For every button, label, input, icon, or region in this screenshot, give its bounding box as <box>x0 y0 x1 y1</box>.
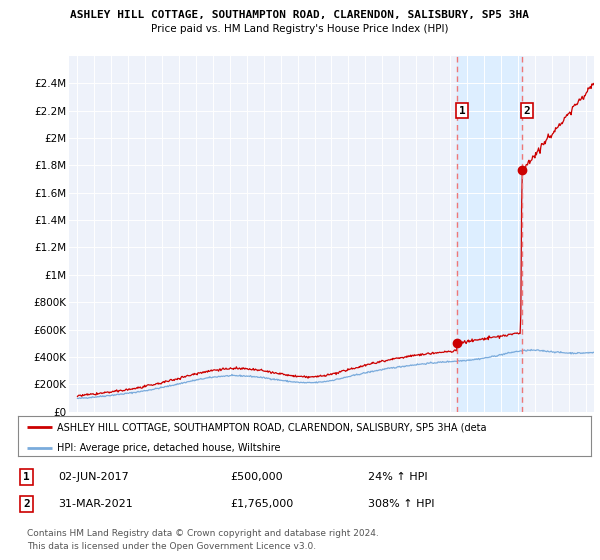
Text: Price paid vs. HM Land Registry's House Price Index (HPI): Price paid vs. HM Land Registry's House … <box>151 24 449 34</box>
Text: Contains HM Land Registry data © Crown copyright and database right 2024.: Contains HM Land Registry data © Crown c… <box>26 529 379 538</box>
Text: 02-JUN-2017: 02-JUN-2017 <box>58 472 129 482</box>
Text: ASHLEY HILL COTTAGE, SOUTHAMPTON ROAD, CLARENDON, SALISBURY, SP5 3HA (deta: ASHLEY HILL COTTAGE, SOUTHAMPTON ROAD, C… <box>57 422 487 432</box>
Text: 31-MAR-2021: 31-MAR-2021 <box>58 499 133 509</box>
Text: 1: 1 <box>23 472 30 482</box>
Text: 1: 1 <box>459 106 466 116</box>
Text: 2: 2 <box>524 106 530 116</box>
Text: 2: 2 <box>23 499 30 509</box>
Text: ASHLEY HILL COTTAGE, SOUTHAMPTON ROAD, CLARENDON, SALISBURY, SP5 3HA: ASHLEY HILL COTTAGE, SOUTHAMPTON ROAD, C… <box>71 10 530 20</box>
Text: This data is licensed under the Open Government Licence v3.0.: This data is licensed under the Open Gov… <box>26 542 316 551</box>
Text: £500,000: £500,000 <box>230 472 283 482</box>
Text: 24% ↑ HPI: 24% ↑ HPI <box>368 472 427 482</box>
Bar <box>457 56 522 412</box>
Text: HPI: Average price, detached house, Wiltshire: HPI: Average price, detached house, Wilt… <box>57 442 280 452</box>
Text: 308% ↑ HPI: 308% ↑ HPI <box>368 499 434 509</box>
Text: £1,765,000: £1,765,000 <box>230 499 293 509</box>
